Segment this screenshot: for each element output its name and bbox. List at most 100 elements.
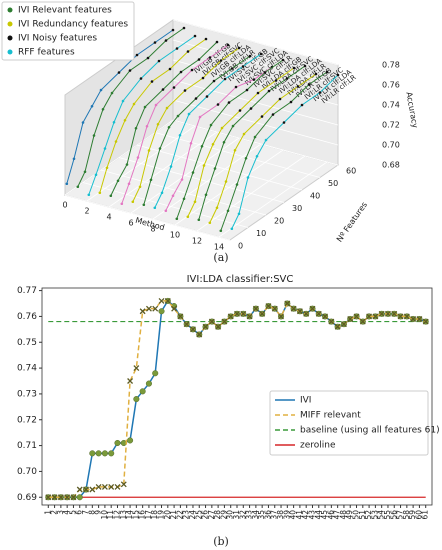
point [72,157,76,161]
x-tick-label: 11 [106,510,115,520]
point [208,318,215,325]
point [45,494,52,501]
point [231,124,235,128]
y-tick-label: 0.70 [17,467,37,477]
point [158,297,165,304]
point [263,71,267,74]
x-tick-label: 14 [125,510,134,520]
point [105,166,109,170]
point [307,83,311,86]
y-tick-label: 0.77 [17,286,37,296]
point [267,89,271,93]
x-tick-label: 6 [128,219,133,228]
z-axis-label: Accuracy [404,91,419,129]
point [183,89,187,92]
point [116,179,120,183]
point [164,209,168,213]
point [108,483,115,490]
x-tick-label: 45 [320,510,329,520]
point [322,313,329,320]
point [212,79,216,83]
point [224,180,228,183]
point [153,206,157,210]
point [246,313,253,320]
point [233,148,237,152]
point [164,39,168,42]
point [215,40,219,44]
point [92,134,96,137]
point [87,193,91,197]
point [204,37,208,41]
point [271,113,275,116]
point [65,182,69,186]
point [101,107,105,111]
point [328,318,335,325]
x-tick-label: 26 [201,510,210,520]
point [176,114,180,118]
point [209,123,213,127]
point [127,437,134,444]
point [125,163,129,166]
point [142,203,146,207]
point [158,147,162,150]
point [120,481,127,488]
point [211,142,215,146]
x-tick-label: 39 [282,510,291,520]
point [226,43,230,47]
x-tick-label: 31 [232,510,241,520]
x-tick-label: 36 [263,510,272,520]
point [201,76,205,80]
point [189,141,193,145]
x-tick-label: 43 [307,510,316,520]
grid-line [172,119,339,166]
point [198,115,202,119]
point [139,388,146,395]
x-tick-label: 9 [94,510,103,515]
x-tick-label: 3 [56,510,65,515]
point [303,64,307,68]
x-tick-label: 4 [62,510,71,515]
point [114,140,118,143]
point [284,300,291,307]
point [246,176,250,179]
point [108,450,115,457]
point [156,122,160,126]
point [416,316,423,322]
legend-box [1,1,135,61]
point [208,56,212,59]
y-tick-label: 0.69 [17,493,37,503]
point [255,154,259,158]
caption-a: (a) [213,251,228,264]
point [76,185,80,189]
point [191,171,195,174]
point [227,313,234,320]
legend-label: zeroline [300,441,336,451]
point [145,380,152,387]
point [278,313,284,320]
x-tick-label: 61 [421,510,430,520]
point [303,310,310,317]
grid-line [64,194,231,241]
x-tick-label: 54 [377,510,386,520]
x-tick-label: 10 [100,510,109,520]
point [101,483,108,490]
x-tick-label: 47 [333,510,342,520]
y-tick-label: 20 [274,217,284,226]
point [353,313,360,320]
point [175,47,179,50]
x-tick-label: 52 [364,510,373,520]
point [260,115,264,118]
y-tick-label: 0.75 [17,338,37,348]
x-tick-label: 8 [150,225,155,234]
point [252,305,259,312]
x-tick-label: 1 [43,510,52,515]
x-tick-label: 2 [84,207,89,216]
point [253,135,257,139]
point [194,97,198,100]
point [177,313,184,320]
legend-label: IVI [300,396,311,406]
point [226,209,230,213]
x-tick-label: 41 [295,510,304,520]
point [193,34,197,38]
point [168,67,172,71]
